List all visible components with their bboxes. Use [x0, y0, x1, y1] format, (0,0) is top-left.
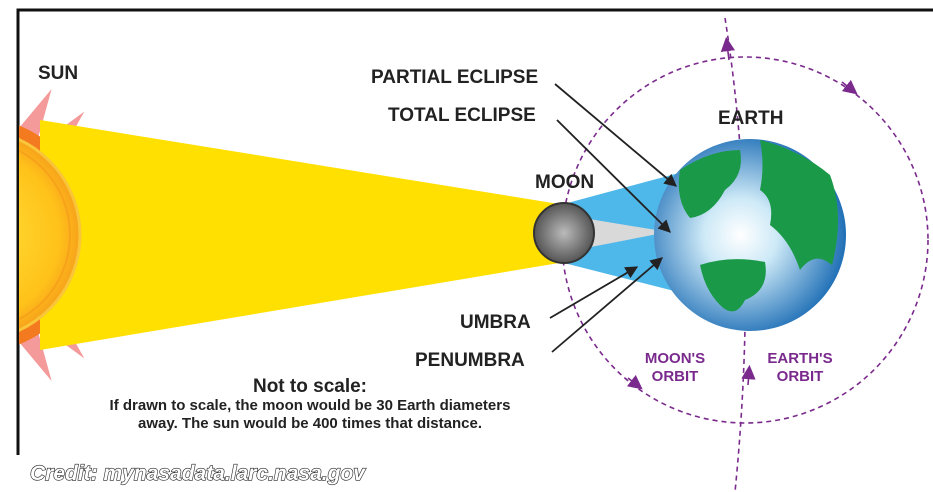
label: EARTH [718, 108, 783, 129]
label: MOON'S [645, 350, 705, 367]
label: EARTH'S [767, 350, 832, 367]
label: PARTIAL ECLIPSE [371, 67, 538, 88]
label: TOTAL ECLIPSE [388, 105, 536, 126]
sun-ray [0, 75, 14, 132]
label: ORBIT [777, 368, 824, 385]
eclipse-diagram: SUN PARTIAL ECLIPSE TOTAL ECLIPSE MOON E… [0, 0, 933, 492]
label: SUN [38, 63, 78, 84]
label: PENUMBRA [415, 350, 525, 371]
orbit-arrow [748, 372, 749, 385]
note-line: away. The sun would be 400 times that di… [138, 415, 482, 432]
label: UMBRA [460, 312, 531, 333]
label: ORBIT [652, 368, 699, 385]
note-line: If drawn to scale, the moon would be 30 … [110, 397, 511, 414]
pointer [550, 267, 637, 318]
sun-ray [0, 338, 14, 395]
label: MOON [535, 172, 594, 193]
note-title: Not to scale: [253, 376, 367, 397]
credit: Credit: mynasadata.larc.nasa.gov [30, 462, 366, 485]
